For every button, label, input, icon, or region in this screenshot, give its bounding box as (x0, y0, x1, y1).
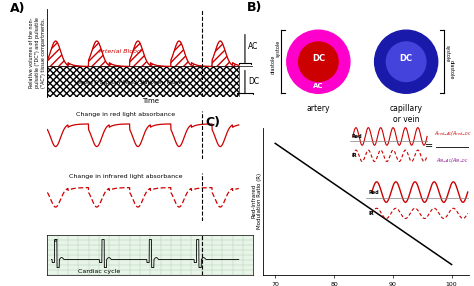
Text: AC: AC (248, 42, 258, 51)
Circle shape (287, 30, 350, 93)
Y-axis label: Relative volumes of the non-
pulsatile ("DC") and pulsatile
("AC") tissue compar: Relative volumes of the non- pulsatile (… (29, 17, 46, 88)
Text: AC: AC (313, 84, 324, 90)
Text: A): A) (10, 1, 26, 15)
Text: capillary
or vein: capillary or vein (390, 104, 423, 124)
Text: systole: systole (445, 45, 449, 62)
Text: artery: artery (307, 104, 330, 113)
Text: diastole: diastole (271, 55, 276, 74)
Text: DC: DC (312, 54, 325, 63)
Circle shape (386, 42, 426, 82)
Y-axis label: Red-Infrared
Modulation Ratio (R): Red-Infrared Modulation Ratio (R) (251, 173, 262, 229)
Text: B): B) (247, 1, 263, 13)
X-axis label: Time: Time (142, 98, 159, 104)
Circle shape (299, 42, 338, 82)
Text: systole: systole (275, 39, 281, 57)
Text: Change in red light absorbance: Change in red light absorbance (76, 112, 175, 118)
Text: =: = (425, 141, 433, 151)
Text: DC: DC (400, 54, 413, 63)
Text: Cardiac cycle: Cardiac cycle (78, 269, 120, 274)
Text: 4T: 4T (54, 239, 59, 243)
Circle shape (374, 30, 438, 93)
Text: DC: DC (248, 77, 259, 86)
Text: diastole: diastole (449, 60, 454, 80)
Text: Change in infrared light absorbance: Change in infrared light absorbance (69, 174, 182, 180)
Text: Venous & Capillary Blood, Stationary Tissues: Venous & Capillary Blood, Stationary Tis… (75, 80, 184, 85)
Text: C): C) (206, 116, 221, 129)
Text: Arterial Blood: Arterial Blood (98, 49, 141, 53)
